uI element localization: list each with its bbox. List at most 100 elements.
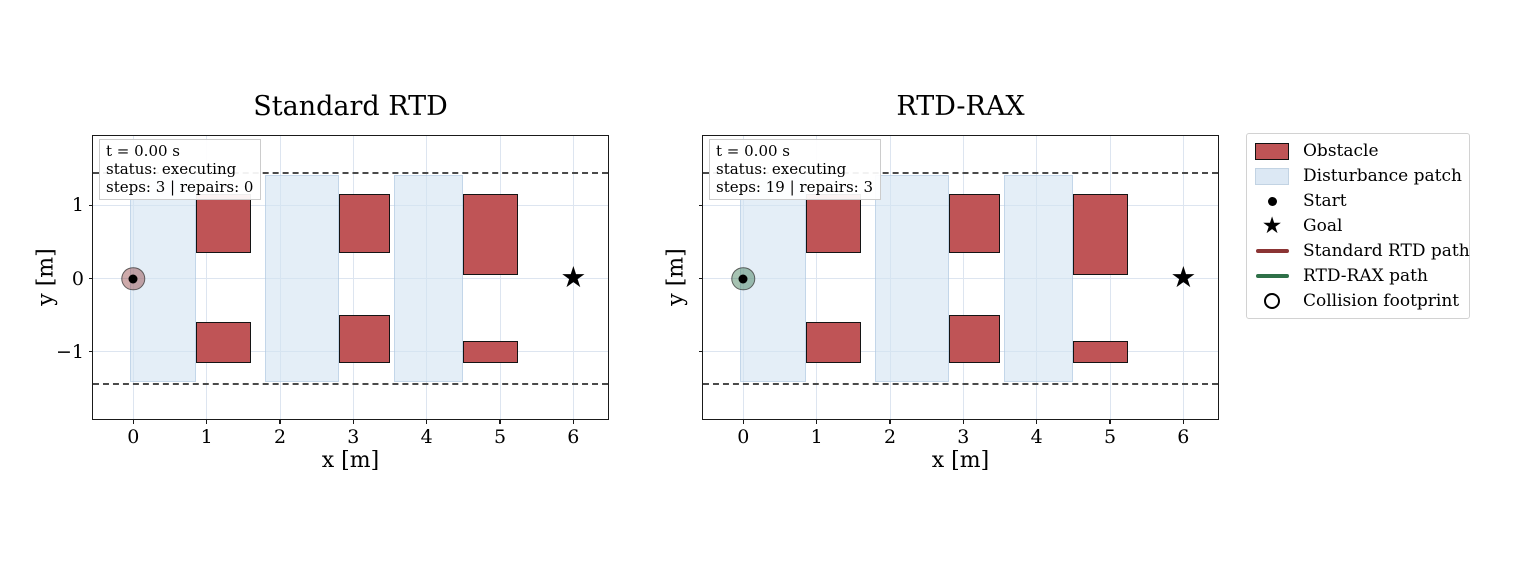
legend-item-label: Disturbance patch (1303, 166, 1462, 186)
obstacle (805, 322, 861, 363)
gridline (499, 136, 501, 419)
obstacle (195, 194, 251, 253)
x-tick-label: 2 (883, 426, 897, 448)
x-tick-label: 5 (1103, 426, 1117, 448)
disturbance-patch (265, 174, 339, 383)
y-tick (88, 204, 93, 207)
gridline (206, 136, 208, 419)
legend-item-label: Start (1303, 191, 1347, 211)
x-tick (132, 419, 134, 424)
x-axis-label: x [m] (931, 448, 990, 473)
y-tick-label: 1 (71, 194, 84, 217)
legend-item-goal: ★ Goal (1247, 214, 1469, 238)
goal-marker: ★ (1170, 259, 1197, 294)
x-tick-label: 4 (420, 426, 433, 448)
legend-item-obstacle: Obstacle (1247, 139, 1469, 163)
x-tick (572, 419, 574, 424)
gridline (93, 278, 608, 279)
y-tick (698, 277, 703, 280)
obstacle (338, 194, 390, 253)
panel-title-rtd-rax: RTD-RAX (896, 91, 1025, 122)
x-tick (742, 419, 744, 424)
goal-marker: ★ (560, 259, 587, 294)
axes-rtd-rax: t = 0.00 s status: executing steps: 19 |… (698, 135, 1219, 448)
x-tick-label: 1 (810, 426, 823, 448)
status-steps: steps: 19 | repairs: 3 (716, 178, 874, 196)
y-tick-label: 0 (71, 267, 84, 290)
status-time: t = 0.00 s (106, 142, 180, 160)
start-marker (128, 274, 138, 283)
x-tick-label: 6 (1177, 426, 1190, 448)
obstacle (948, 315, 1000, 363)
x-tick (426, 419, 428, 424)
obstacle (1073, 194, 1129, 275)
x-tick-label: 5 (493, 426, 507, 448)
gridline (1182, 136, 1184, 419)
panel-title-standard-rtd: Standard RTD (253, 91, 448, 122)
obstacle (1073, 340, 1129, 363)
x-tick (889, 419, 891, 424)
legend-item-label: Standard RTD path (1303, 241, 1470, 261)
start-dot-icon (1267, 196, 1277, 206)
x-tick-label: 0 (127, 426, 140, 448)
obstacle (463, 340, 519, 363)
disturbance-patch (393, 174, 464, 383)
x-tick (279, 419, 281, 424)
x-tick (816, 419, 818, 424)
status-time: t = 0.00 s (716, 142, 790, 160)
collision-ring-icon (1264, 293, 1280, 309)
gridline (1109, 136, 1111, 419)
x-tick-label: 4 (1030, 426, 1043, 448)
obstacle (805, 194, 861, 253)
gridline (816, 136, 818, 419)
legend-item-collision-footprint: Collision footprint (1247, 289, 1469, 313)
corridor-wall (703, 383, 1218, 386)
x-tick (1109, 419, 1111, 424)
y-tick (88, 350, 93, 353)
y-axis-label: y [m] (663, 248, 689, 306)
legend-item-label: RTD-RAX path (1303, 266, 1428, 286)
legend-item-standard-rtd-path: Standard RTD path (1247, 239, 1470, 263)
x-tick-label: 2 (273, 426, 287, 448)
obstacle (195, 322, 251, 363)
x-tick-label: 3 (347, 426, 360, 448)
legend-item-label: Obstacle (1303, 141, 1379, 161)
y-tick (698, 204, 703, 207)
legend-item-disturbance-patch: Disturbance patch (1247, 164, 1469, 188)
obstacle-swatch-icon (1255, 142, 1289, 160)
corridor-wall (703, 171, 1218, 174)
gridline (572, 136, 574, 419)
legend: Obstacle Disturbance patch Start ★ Goal … (1246, 133, 1470, 319)
x-tick-label: 3 (957, 426, 970, 448)
obstacle (463, 194, 519, 275)
legend-item-label: Collision footprint (1303, 291, 1460, 311)
y-axis-label: y [m] (33, 248, 59, 306)
x-tick-label: 6 (567, 426, 580, 448)
obstacle (338, 315, 390, 363)
status-box: t = 0.00 s status: executing steps: 19 |… (709, 139, 882, 200)
legend-item-start: Start (1247, 189, 1469, 213)
legend-item-rtd-rax-path: RTD-RAX path (1247, 264, 1469, 288)
disturbance-swatch-icon (1255, 167, 1289, 185)
axes-standard-rtd: t = 0.00 s status: executing steps: 3 | … (56, 135, 609, 448)
x-tick (206, 419, 208, 424)
y-tick-label: −1 (55, 340, 84, 363)
x-tick-label: 1 (200, 426, 213, 448)
status-state: status: executing (716, 160, 847, 178)
y-tick (698, 350, 703, 353)
corridor-wall (93, 171, 608, 174)
x-tick (1036, 419, 1038, 424)
obstacle (948, 194, 1000, 253)
disturbance-patch (1003, 174, 1074, 383)
disturbance-patch (875, 174, 949, 383)
status-state: status: executing (106, 160, 237, 178)
status-box: t = 0.00 s status: executing steps: 3 | … (99, 139, 262, 200)
goal-star-icon: ★ (1261, 212, 1283, 239)
rtd-rax-line-icon (1255, 274, 1289, 278)
start-marker (738, 274, 748, 283)
x-tick-label: 0 (737, 426, 750, 448)
x-tick (1182, 419, 1184, 424)
gridline (703, 278, 1218, 279)
x-axis-label: x [m] (321, 448, 380, 473)
